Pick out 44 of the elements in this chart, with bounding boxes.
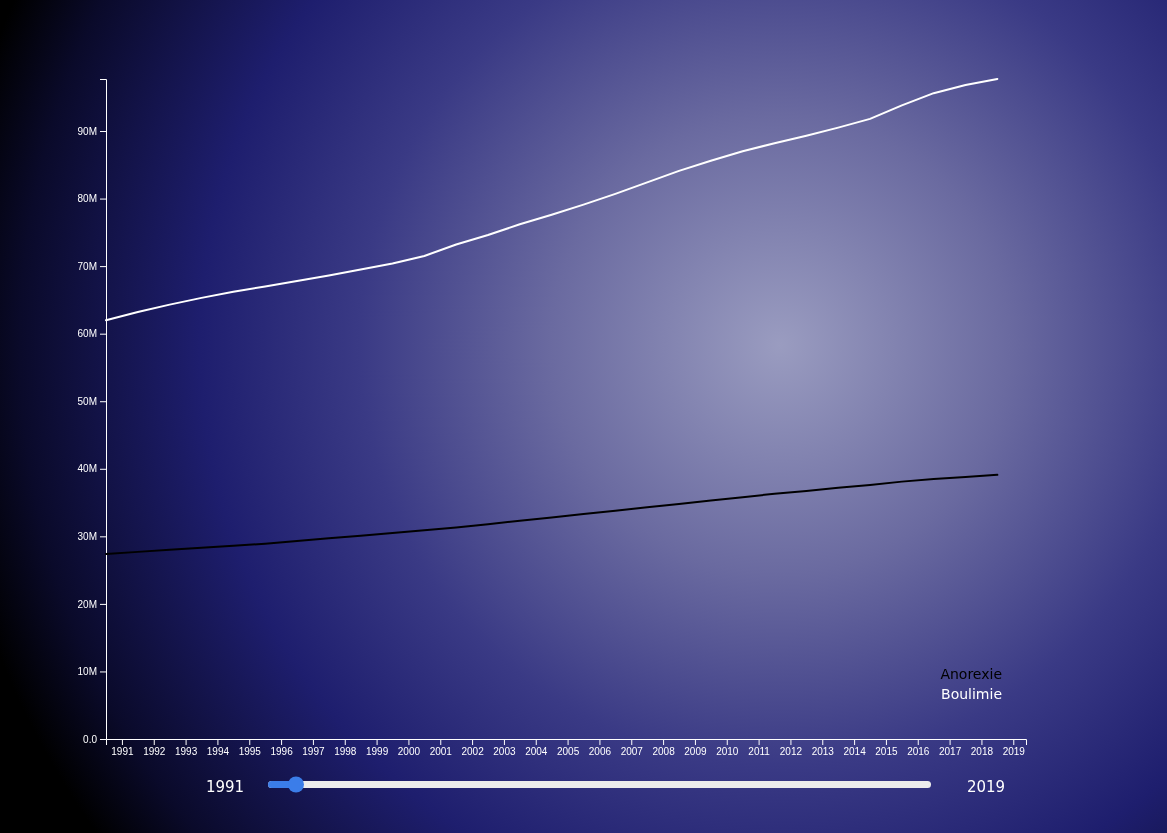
x-tick-label: 2015 (875, 746, 898, 758)
y-tick-label: 10M (77, 666, 97, 678)
x-tick-label: 2003 (493, 746, 516, 758)
y-tick-label: 20M (77, 598, 97, 610)
y-tick-label: 60M (77, 328, 97, 340)
text: Anorexie (940, 666, 1002, 682)
x-tick-label: 2005 (556, 746, 580, 758)
x-tick-label: 1998 (334, 746, 357, 758)
x-tick-label: 2018 (970, 746, 994, 758)
x-tick-label: 1996 (270, 746, 294, 758)
x-tick-label: 1992 (143, 746, 166, 758)
x-tick-label: 2002 (461, 746, 485, 758)
x-tick-label: 2008 (652, 746, 676, 758)
x-tick-label: 2019 (1002, 746, 1026, 758)
x-tick-label: 1991 (111, 746, 134, 758)
x-tick-label: 1994 (206, 746, 230, 758)
x-tick-label: 2012 (779, 746, 803, 758)
y-tick-label: 50M (77, 395, 97, 407)
x-tick-label: 1993 (174, 746, 198, 758)
x-tick-label: 2010 (716, 746, 739, 758)
y-tick-label: 90M (77, 125, 97, 137)
x-tick-label: 2016 (907, 746, 930, 758)
x-tick-label: 2009 (684, 746, 707, 758)
x-tick-label: 2004 (525, 746, 548, 758)
x-tick-label: 2011 (748, 746, 771, 758)
y-tick-label: 70M (77, 260, 97, 272)
text: 2019 (966, 778, 1006, 796)
x-tick-label: 1999 (365, 746, 389, 758)
x-tick-label: 2007 (620, 746, 644, 758)
x-tick-label: 2000 (397, 746, 421, 758)
x-tick-label: 2001 (429, 746, 453, 758)
y-tick-label: 0.0 (83, 733, 98, 745)
x-tick-label: 2014 (843, 746, 867, 758)
line-series (105, 473, 999, 555)
text: Boulimie (941, 686, 1002, 702)
x-tick-label: 1997 (302, 746, 325, 758)
text: 1991 (205, 778, 245, 796)
x-tick-label: 2017 (938, 746, 962, 758)
y-tick-label: 30M (77, 531, 97, 543)
y-tick-label: 80M (77, 193, 97, 205)
x-tick-label: 1995 (238, 746, 262, 758)
y-tick-label: 40M (77, 463, 97, 475)
x-tick-label: 2006 (588, 746, 612, 758)
x-tick-label: 2013 (811, 746, 835, 758)
